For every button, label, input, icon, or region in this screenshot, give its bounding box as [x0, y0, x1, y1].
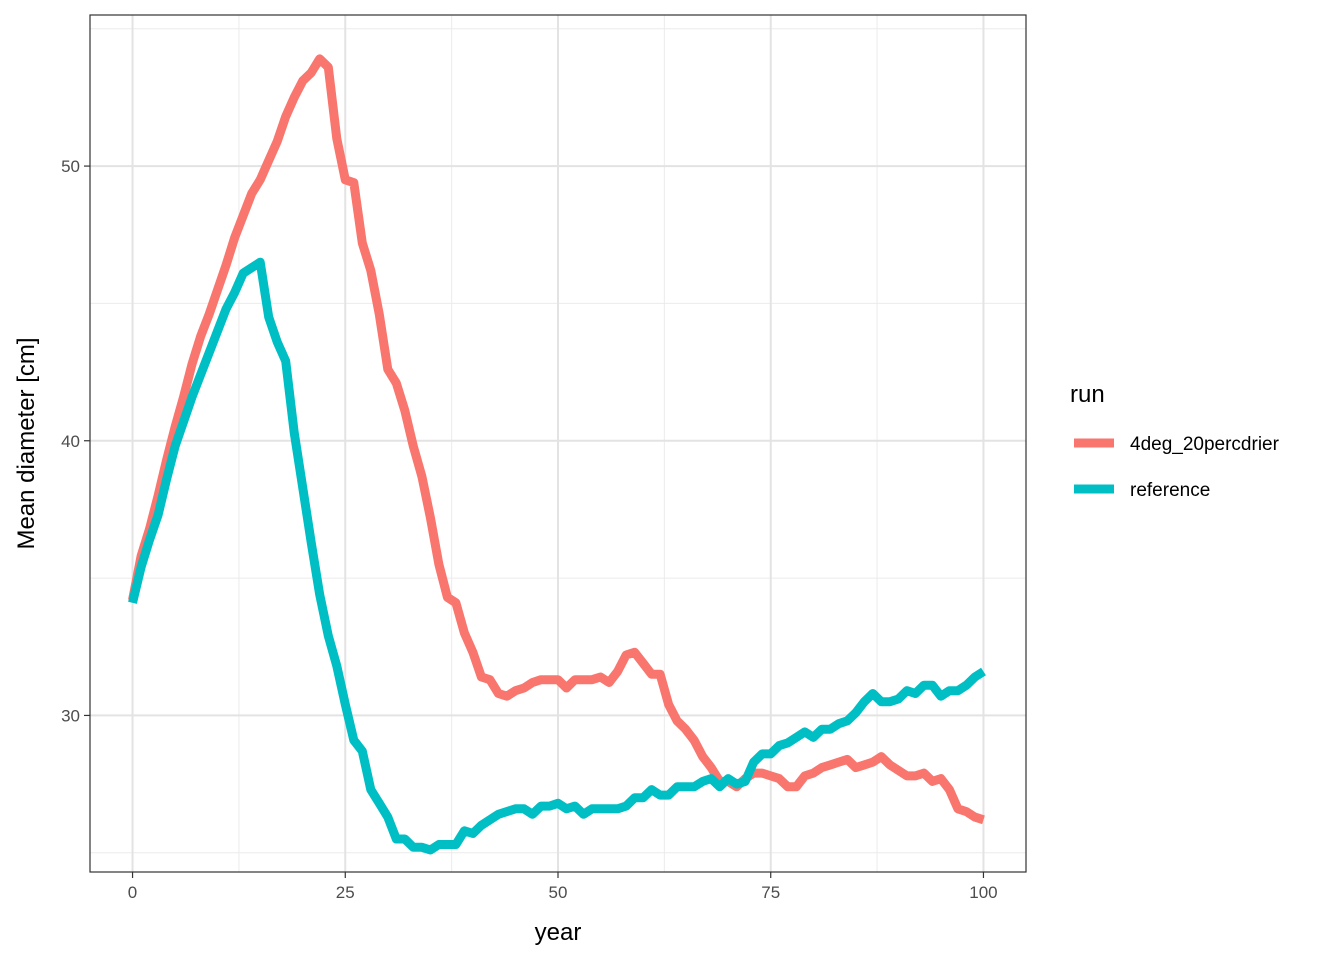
- legend: run 4deg_20percdrier reference: [1070, 381, 1280, 501]
- series-lines: [128, 54, 986, 855]
- y-tick-label: 30: [61, 706, 80, 725]
- series-line-4deg_20percdrier: [128, 54, 985, 825]
- x-tick-label: 100: [969, 883, 997, 902]
- y-axis-title: Mean diameter [cm]: [13, 337, 40, 549]
- x-axis-title: year: [535, 919, 582, 946]
- x-tick-label: 75: [761, 883, 780, 902]
- series-line-reference: [128, 257, 986, 855]
- x-tick-label: 50: [549, 883, 568, 902]
- legend-items: 4deg_20percdrier reference: [1074, 434, 1280, 501]
- y-tick-label: 40: [61, 432, 80, 451]
- y-tick-label: 50: [61, 157, 80, 176]
- major-gridlines: [90, 15, 1026, 872]
- legend-title: run: [1070, 381, 1105, 408]
- legend-label-4deg_20percdrier: 4deg_20percdrier: [1130, 434, 1280, 455]
- x-tick-label: 0: [128, 883, 137, 902]
- x-tick-label: 25: [336, 883, 355, 902]
- legend-label-reference: reference: [1130, 480, 1210, 501]
- y-axis-ticks: 30 40 50: [61, 157, 90, 725]
- x-axis-ticks: 0 25 50 75 100: [128, 872, 998, 902]
